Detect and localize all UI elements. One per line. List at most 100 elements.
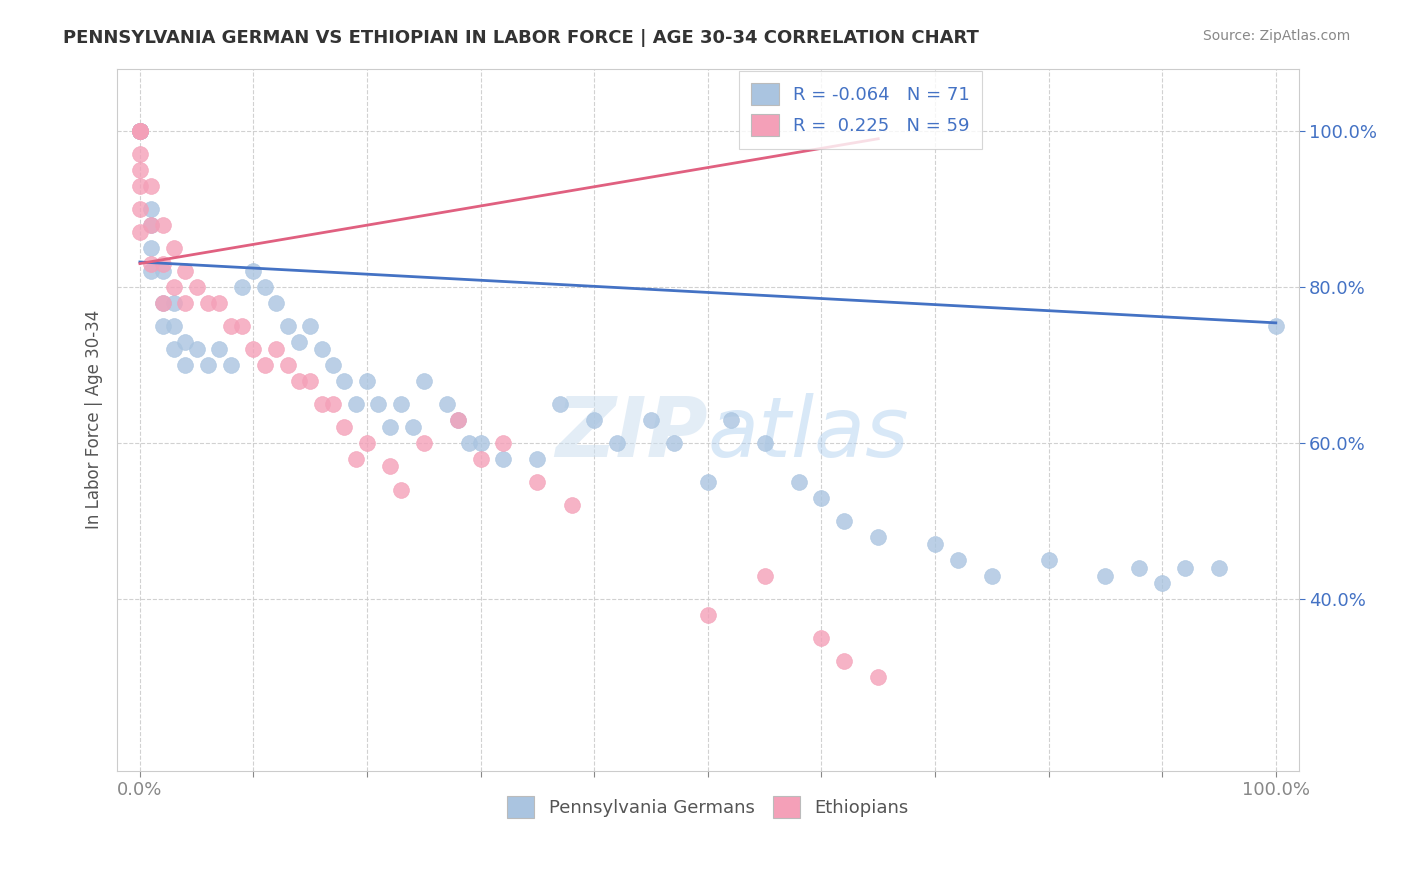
Point bbox=[561, 499, 583, 513]
Point bbox=[174, 358, 197, 372]
Text: Source: ZipAtlas.com: Source: ZipAtlas.com bbox=[1202, 29, 1350, 43]
Point bbox=[832, 514, 855, 528]
Point bbox=[344, 397, 367, 411]
Point bbox=[640, 412, 662, 426]
Point bbox=[1174, 561, 1197, 575]
Point bbox=[129, 124, 152, 138]
Point bbox=[470, 436, 492, 450]
Point bbox=[129, 202, 152, 216]
Point bbox=[412, 436, 434, 450]
Point bbox=[322, 397, 344, 411]
Point bbox=[163, 343, 186, 357]
Point bbox=[378, 420, 401, 434]
Point bbox=[141, 218, 163, 232]
Text: atlas: atlas bbox=[707, 393, 910, 475]
Point bbox=[152, 295, 174, 310]
Point bbox=[810, 491, 832, 505]
Point bbox=[754, 436, 776, 450]
Point bbox=[129, 124, 152, 138]
Point bbox=[264, 295, 287, 310]
Point bbox=[219, 318, 242, 333]
Point bbox=[253, 280, 276, 294]
Point bbox=[526, 451, 548, 466]
Point bbox=[1128, 561, 1150, 575]
Point bbox=[129, 124, 152, 138]
Point bbox=[197, 295, 219, 310]
Text: ZIP: ZIP bbox=[555, 393, 707, 475]
Point bbox=[868, 530, 890, 544]
Point bbox=[277, 318, 299, 333]
Point bbox=[810, 631, 832, 645]
Point bbox=[129, 124, 152, 138]
Point bbox=[231, 318, 253, 333]
Point bbox=[152, 218, 174, 232]
Point bbox=[288, 334, 311, 349]
Point bbox=[197, 358, 219, 372]
Point bbox=[129, 124, 152, 138]
Point bbox=[152, 256, 174, 270]
Point bbox=[129, 124, 152, 138]
Point bbox=[378, 459, 401, 474]
Point bbox=[219, 358, 242, 372]
Point bbox=[129, 178, 152, 193]
Point bbox=[174, 295, 197, 310]
Point bbox=[174, 334, 197, 349]
Point bbox=[924, 537, 946, 551]
Point bbox=[696, 607, 718, 622]
Point bbox=[583, 412, 606, 426]
Point bbox=[946, 553, 969, 567]
Point bbox=[129, 124, 152, 138]
Point bbox=[264, 343, 287, 357]
Point bbox=[129, 225, 152, 239]
Point bbox=[129, 124, 152, 138]
Point bbox=[754, 568, 776, 582]
Point bbox=[492, 436, 515, 450]
Point bbox=[299, 374, 322, 388]
Point bbox=[152, 295, 174, 310]
Point bbox=[436, 397, 458, 411]
Point bbox=[696, 475, 718, 489]
Point bbox=[208, 295, 231, 310]
Point bbox=[141, 256, 163, 270]
Point bbox=[163, 280, 186, 294]
Point bbox=[129, 124, 152, 138]
Point bbox=[447, 412, 470, 426]
Point bbox=[277, 358, 299, 372]
Point bbox=[129, 124, 152, 138]
Point bbox=[141, 202, 163, 216]
Point bbox=[152, 264, 174, 278]
Point bbox=[242, 264, 264, 278]
Point bbox=[242, 343, 264, 357]
Point bbox=[412, 374, 434, 388]
Point bbox=[1038, 553, 1060, 567]
Point bbox=[333, 420, 356, 434]
Point bbox=[141, 178, 163, 193]
Point bbox=[720, 412, 742, 426]
Point bbox=[356, 436, 378, 450]
Text: PENNSYLVANIA GERMAN VS ETHIOPIAN IN LABOR FORCE | AGE 30-34 CORRELATION CHART: PENNSYLVANIA GERMAN VS ETHIOPIAN IN LABO… bbox=[63, 29, 979, 46]
Point bbox=[1208, 561, 1230, 575]
Point bbox=[299, 318, 322, 333]
Point bbox=[129, 163, 152, 178]
Point bbox=[389, 483, 412, 497]
Point bbox=[1094, 568, 1116, 582]
Point bbox=[141, 264, 163, 278]
Point bbox=[288, 374, 311, 388]
Point bbox=[492, 451, 515, 466]
Point bbox=[1152, 576, 1174, 591]
Point bbox=[141, 218, 163, 232]
Point bbox=[389, 397, 412, 411]
Point bbox=[231, 280, 253, 294]
Point bbox=[662, 436, 685, 450]
Legend: Pennsylvania Germans, Ethiopians: Pennsylvania Germans, Ethiopians bbox=[501, 789, 915, 825]
Point bbox=[447, 412, 470, 426]
Point bbox=[163, 318, 186, 333]
Point bbox=[1264, 318, 1286, 333]
Point bbox=[333, 374, 356, 388]
Point bbox=[548, 397, 571, 411]
Point bbox=[526, 475, 548, 489]
Point bbox=[458, 436, 481, 450]
Point bbox=[311, 397, 333, 411]
Point bbox=[174, 264, 197, 278]
Point bbox=[401, 420, 423, 434]
